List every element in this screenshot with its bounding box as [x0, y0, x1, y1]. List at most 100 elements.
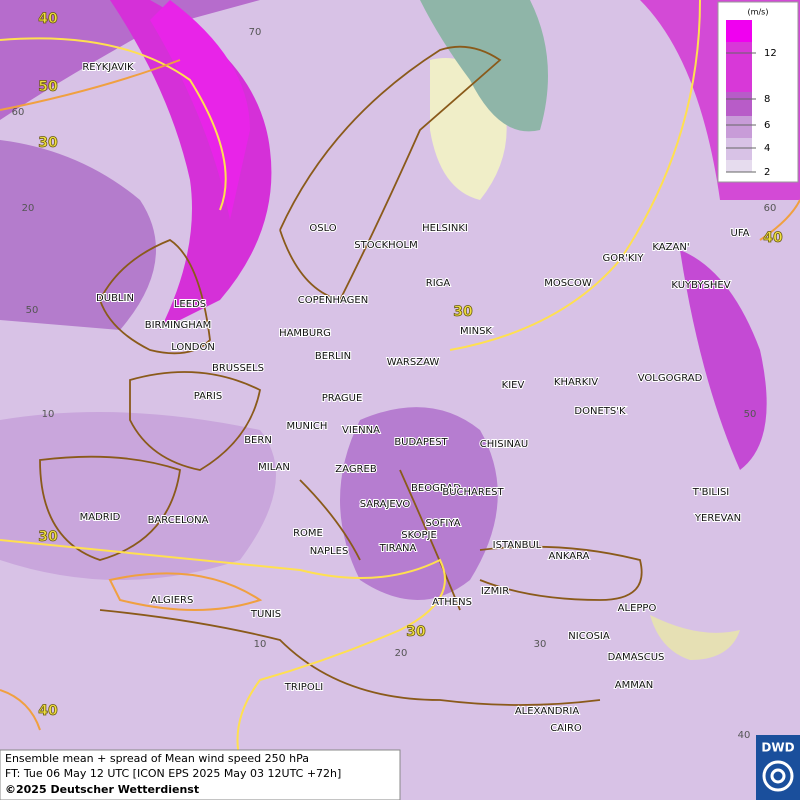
city-label: ALEPPO	[618, 603, 657, 614]
city-label: REYKJAVIK	[82, 62, 134, 73]
coast	[129, 371, 262, 471]
city-label: YEREVAN	[694, 513, 741, 524]
logo-text: DWD	[761, 741, 794, 755]
coast	[99, 609, 601, 706]
shade	[0, 0, 260, 120]
legend-unit: (m/s)	[748, 8, 769, 17]
logo: DWD	[756, 735, 800, 800]
legend-tick-label: 2	[764, 167, 770, 178]
footer-line: FT: Tue 06 May 12 UTC [ICON EPS 2025 May…	[5, 767, 341, 780]
city-label: MINSK	[460, 326, 492, 337]
coastlines	[39, 45, 643, 706]
grid-label: 20	[395, 648, 408, 659]
grid-label: 70	[249, 27, 262, 38]
isotachs	[0, 0, 800, 761]
city-label: SOFIYA	[425, 518, 460, 529]
city-label: COPENHAGEN	[298, 295, 368, 306]
grid-labels: 70 60 20 50 10 60 50 40 20 30 10	[12, 27, 777, 741]
grid-label: 20	[22, 203, 35, 214]
city-label: AMMAN	[615, 680, 653, 691]
city-label: OSLO	[309, 223, 336, 234]
contour-label: 30	[453, 304, 473, 320]
city-label: VOLGOGRAD	[638, 373, 703, 384]
grid-label: 60	[12, 107, 25, 118]
legend-swatch	[726, 160, 752, 172]
city-label: KHARKIV	[554, 377, 598, 388]
footer-box	[0, 749, 401, 800]
wind-field	[0, 0, 800, 660]
city-label: BARCELONA	[148, 515, 209, 526]
legend-tick-label: 6	[764, 120, 770, 131]
isotach	[0, 59, 181, 111]
city-label: SARAJEVO	[360, 499, 411, 510]
city-label: KAZAN'	[652, 242, 689, 253]
city-labels: REYKJAVIK DUBLIN LEEDS BIRMINGHAM LONDON OSLO…	[79, 61, 751, 735]
city-label: ALGIERS	[151, 595, 194, 606]
city-label: HELSINKI	[422, 223, 468, 234]
isotach	[449, 0, 701, 351]
city-label: KUYBYSHEV	[671, 280, 730, 291]
legend-ticks: 12 8 6 4 2	[726, 48, 777, 178]
contour-label: 30	[38, 135, 58, 151]
city-label: MOSCOW	[544, 278, 592, 289]
city-label: IZMIR	[481, 586, 509, 597]
city-label: VIENNA	[342, 425, 380, 436]
city-label: ROME	[293, 528, 323, 539]
grid-label: 50	[26, 305, 39, 316]
legend-swatch	[726, 116, 752, 138]
isotach	[0, 539, 446, 761]
legend-swatch	[726, 42, 752, 92]
footer: Ensemble mean + spread of Mean wind spee…	[0, 749, 401, 800]
city-label: BUDAPEST	[394, 437, 448, 448]
city-label: RIGA	[426, 278, 451, 289]
city-label: DAMASCUS	[608, 652, 665, 663]
legend-swatch	[726, 138, 752, 160]
city-label: LEEDS	[174, 299, 206, 310]
city-label: BERN	[244, 435, 272, 446]
city-label: CHISINAU	[480, 439, 528, 450]
city-label: ATHENS	[432, 597, 472, 608]
shade	[0, 140, 156, 330]
city-label: TRIPOLI	[284, 682, 323, 693]
coast	[299, 469, 643, 611]
land-mask	[420, 0, 548, 132]
footer-line: Ensemble mean + spread of Mean wind spee…	[5, 752, 309, 765]
city-label: MILAN	[258, 462, 290, 473]
contour-label: 40	[38, 11, 58, 27]
coast	[39, 455, 181, 561]
city-label: HAMBURG	[279, 328, 331, 339]
legend-tick-label: 12	[764, 48, 777, 59]
legend-swatch	[726, 20, 752, 42]
city-label: GOR'KIY	[603, 253, 645, 264]
isotach	[0, 689, 41, 731]
city-label: WARSZAW	[387, 357, 440, 368]
legend-swatch	[726, 92, 752, 116]
grid-label: 40	[738, 730, 751, 741]
shade	[680, 250, 767, 470]
coast	[279, 45, 502, 302]
city-label: TUNIS	[250, 609, 281, 620]
city-label: BRUSSELS	[212, 363, 264, 374]
calm	[650, 615, 740, 660]
contour-label: 30	[406, 624, 426, 640]
city-label: SKOPJE	[401, 530, 437, 541]
city-label: CAIRO	[550, 723, 582, 734]
city-label: T'BILISI	[692, 487, 729, 498]
city-label: LONDON	[171, 342, 215, 353]
city-label: TIRANA	[379, 543, 417, 554]
city-label: MADRID	[80, 512, 121, 523]
city-label: PRAGUE	[322, 393, 363, 404]
grid-label: 10	[254, 639, 267, 650]
city-label: MUNICH	[287, 421, 328, 432]
grid-label: 10	[42, 409, 55, 420]
city-label: BIRMINGHAM	[145, 320, 212, 331]
city-label: UFA	[731, 228, 750, 239]
city-label: STOCKHOLM	[354, 240, 417, 251]
city-label: PARIS	[194, 391, 222, 402]
coast	[99, 238, 211, 355]
city-label: DONETS'K	[574, 406, 626, 417]
logo-icon	[762, 760, 794, 792]
legend: (m/s) 12 8 6 4 2	[717, 1, 799, 183]
